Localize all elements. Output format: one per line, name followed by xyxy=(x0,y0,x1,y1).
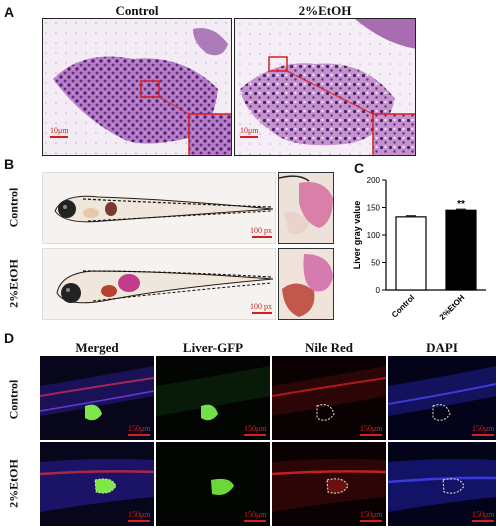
panel-letter-d: D xyxy=(4,330,15,346)
fluor-etoh-dapi-image xyxy=(388,442,496,526)
scale-label-a-etoh: 10μm xyxy=(240,126,259,135)
scale-label-d-gfp-etoh: 150μm xyxy=(244,510,267,519)
fish-control-image xyxy=(42,172,276,244)
scalebar-a-control xyxy=(50,136,68,138)
panel-b-row-title-control: Control xyxy=(6,187,21,228)
fluor-control-nile-red-image xyxy=(272,356,386,440)
scale-label-d-nile-etoh: 150μm xyxy=(360,510,383,519)
scalebar-a-etoh xyxy=(240,136,258,138)
scalebar-d-gfp-etoh xyxy=(244,520,266,522)
liver-zoom-control-image xyxy=(278,172,334,244)
y-tick-label-100: 100 xyxy=(367,231,381,240)
panel-letter-c: C xyxy=(354,160,365,176)
panel-d-col-title-nile-red: Nile Red xyxy=(304,340,354,355)
scalebar-d-merged-etoh xyxy=(128,520,150,522)
scalebar-b-etoh xyxy=(252,312,272,314)
scale-label-d-merged-control: 150μm xyxy=(128,424,151,433)
panel-letter-a: A xyxy=(4,4,15,20)
fluor-etoh-nile-red-image xyxy=(272,442,386,526)
panel-d-row-title-control: Control xyxy=(6,379,21,420)
fluor-etoh-merged-image xyxy=(40,442,154,526)
scale-label-a: 10μm xyxy=(50,126,69,135)
histology-control-image xyxy=(42,18,232,156)
y-tick-label-50: 50 xyxy=(371,259,380,268)
panel-a-col-title-control: Control xyxy=(115,3,159,18)
scalebar-b-control xyxy=(252,236,272,238)
y-tick-label-200: 200 xyxy=(367,176,381,185)
fish-etoh-image xyxy=(42,248,276,320)
panel-d-col-title-dapi: DAPI xyxy=(426,340,458,355)
liver-gray-value-chart: 0 50 100 150 200 Liver gray value Control 2%EtO… xyxy=(352,176,486,322)
scale-label-d-dapi-etoh: 150μm xyxy=(472,510,495,519)
scale-label-d-nile-control: 150μm xyxy=(360,424,383,433)
scalebar-d-nile-control xyxy=(360,434,382,436)
x-tick-label-1: 2%EtOH xyxy=(438,293,467,322)
bar-2-etoh xyxy=(445,209,477,291)
scalebar-d-merged-control xyxy=(128,434,150,436)
bar-control xyxy=(395,216,427,291)
scale-label-d-dapi-control: 150μm xyxy=(472,424,495,433)
x-tick-label-0: Control xyxy=(390,293,416,319)
panel-b-row-title-etoh: 2%EtOH xyxy=(6,259,21,308)
fluor-control-dapi-image xyxy=(388,356,496,440)
liver-zoom-etoh-image xyxy=(278,248,334,320)
y-tick-label-0: 0 xyxy=(376,286,381,295)
y-tick-label-150: 150 xyxy=(367,204,381,213)
scale-label-d-gfp-control: 150μm xyxy=(244,424,267,433)
scale-label-d-merged-etoh: 150μm xyxy=(128,510,151,519)
y-axis-label: Liver gray value xyxy=(352,201,362,270)
panel-a-col-title-etoh: 2%EtOH xyxy=(298,3,352,18)
panel-letter-b: B xyxy=(4,156,15,172)
fluor-control-gfp-image xyxy=(156,356,270,440)
scalebar-d-dapi-etoh xyxy=(472,520,494,522)
panel-d-col-title-merged: Merged xyxy=(75,340,119,355)
scalebar-d-nile-etoh xyxy=(360,520,382,522)
significance-annotation: ** xyxy=(457,199,465,210)
panel-d-col-title-gfp: Liver-GFP xyxy=(182,340,244,355)
histology-etoh-image xyxy=(234,18,416,156)
fluor-etoh-gfp-image xyxy=(156,442,270,526)
scalebar-d-gfp-control xyxy=(244,434,266,436)
fluor-control-merged-image xyxy=(40,356,154,440)
panel-d-row-title-etoh: 2%EtOH xyxy=(6,459,21,508)
scale-label-b-control: 100 px xyxy=(250,226,272,235)
scale-label-b-etoh: 100 px xyxy=(250,302,272,311)
scalebar-d-dapi-control xyxy=(472,434,494,436)
